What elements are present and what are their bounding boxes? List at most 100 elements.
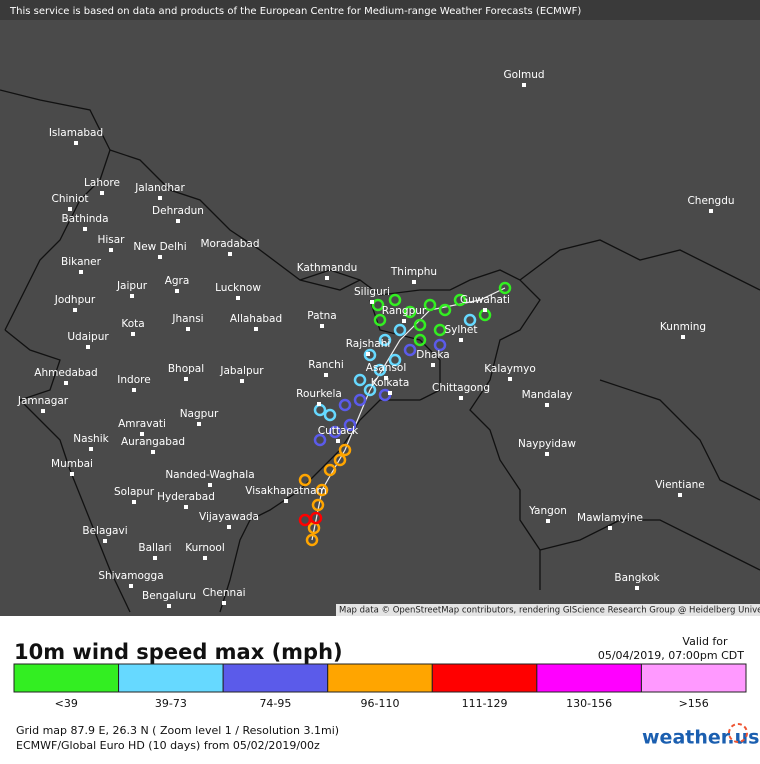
city-label: Moradabad [200, 238, 259, 250]
city-labels: Golmud Islamabad Lahore Jalandhar Chiniot Bat… [17, 69, 735, 608]
track-point [413, 318, 427, 332]
city-marker [546, 519, 550, 523]
city-marker [153, 556, 157, 560]
city-marker [167, 604, 171, 608]
city-label: Bhopal [168, 363, 204, 375]
city-label: Ranchi [308, 359, 344, 371]
city-marker [227, 525, 231, 529]
city-label: Bengaluru [142, 590, 196, 602]
city-marker [366, 352, 370, 356]
city-marker [89, 447, 93, 451]
track-point [453, 293, 467, 307]
city-marker [522, 83, 526, 87]
city-label: Jaipur [116, 280, 148, 292]
city-label: Udaipur [67, 331, 109, 343]
city-label: Vijayawada [199, 511, 259, 523]
track-point [423, 298, 437, 312]
city-marker [158, 196, 162, 200]
track-point [298, 513, 312, 527]
track-point [438, 303, 452, 317]
city-marker [68, 207, 72, 211]
city-label: Asansol [366, 362, 407, 374]
city-label: Dehradun [152, 205, 204, 217]
city-marker [508, 377, 512, 381]
city-marker [203, 556, 207, 560]
city-marker [254, 327, 258, 331]
legend-label: 39-73 [155, 697, 187, 710]
city-marker [608, 526, 612, 530]
track-point [323, 408, 337, 422]
city-marker [681, 335, 685, 339]
legend-swatch [13, 663, 120, 693]
track-point [371, 298, 385, 312]
city-marker [240, 379, 244, 383]
city-marker [370, 300, 374, 304]
city-label: Kolkata [371, 377, 410, 389]
city-marker [158, 255, 162, 259]
track-point [338, 443, 352, 457]
city-marker [320, 324, 324, 328]
city-marker [103, 539, 107, 543]
city-label: Guwahati [460, 294, 510, 306]
city-marker [709, 209, 713, 213]
city-marker [186, 327, 190, 331]
city-label: Kathmandu [297, 262, 358, 274]
city-label: Chiniot [51, 193, 88, 205]
city-label: Nanded-Waghala [165, 469, 254, 481]
city-marker [83, 227, 87, 231]
city-label: Ballari [138, 542, 171, 554]
city-label: Bikaner [61, 256, 102, 268]
city-marker [151, 450, 155, 454]
city-label: Lucknow [215, 282, 261, 294]
track-point [433, 323, 447, 337]
city-label: Indore [117, 374, 150, 386]
city-label: Amravati [118, 418, 166, 430]
city-marker [41, 409, 45, 413]
legend-swatch [222, 663, 329, 693]
track-line [311, 287, 506, 541]
city-marker [325, 276, 329, 280]
city-label: Mumbai [51, 458, 93, 470]
city-marker [64, 381, 68, 385]
city-label: Chengdu [687, 195, 734, 207]
city-marker [184, 505, 188, 509]
city-marker [100, 191, 104, 195]
legend-label: <39 [55, 697, 78, 710]
city-label: Bangkok [614, 572, 660, 584]
city-marker [545, 403, 549, 407]
city-marker [79, 270, 83, 274]
city-label: Cuttack [318, 425, 359, 437]
city-marker [175, 289, 179, 293]
city-label: Hyderabad [157, 491, 215, 503]
legend-label: 130-156 [566, 697, 612, 710]
track-point [498, 281, 512, 295]
city-label: Nagpur [180, 408, 219, 420]
city-label: Ahmedabad [34, 367, 97, 379]
city-label: Kunming [660, 321, 706, 333]
track-point [298, 473, 312, 487]
city-marker [284, 499, 288, 503]
track-point [333, 453, 347, 467]
city-marker [336, 439, 340, 443]
city-marker [176, 219, 180, 223]
track-point [413, 333, 427, 347]
city-label: Sylhet [444, 324, 477, 336]
city-marker [140, 432, 144, 436]
city-marker [678, 493, 682, 497]
track-point [403, 305, 417, 319]
city-label: Jabalpur [219, 365, 264, 377]
city-marker [197, 422, 201, 426]
legend-swatch [431, 663, 538, 693]
city-marker [129, 584, 133, 588]
city-label: Jodhpur [54, 294, 96, 306]
legend-swatch [640, 663, 747, 693]
city-marker [208, 483, 212, 487]
city-label: Dhaka [416, 349, 450, 361]
attribution-bar [336, 604, 760, 616]
city-marker [236, 296, 240, 300]
valid-label: Valid for [682, 635, 728, 648]
city-label: Mandalay [522, 389, 573, 401]
attribution: Map data © OpenStreetMap contributors, r… [339, 606, 760, 616]
city-label: Naypyidaw [518, 438, 576, 450]
city-label: Patna [307, 310, 337, 322]
